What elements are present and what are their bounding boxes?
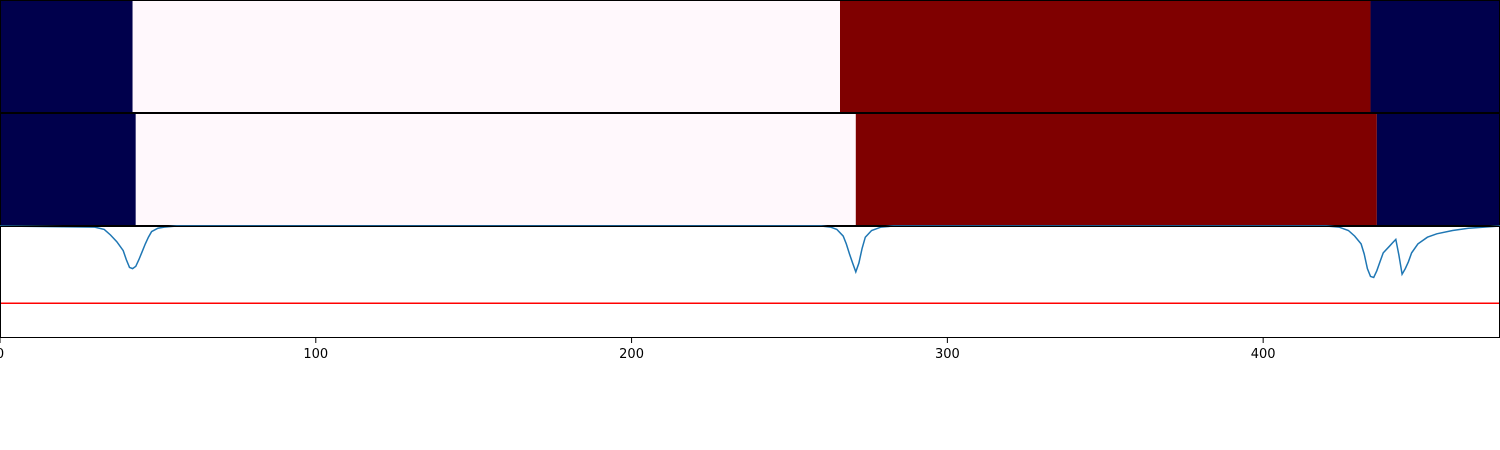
x-tick-label: 400: [1251, 347, 1276, 362]
heatmap-segment: [1376, 113, 1500, 226]
heatmap-segment: [135, 113, 856, 226]
heatmap-segment: [132, 0, 840, 113]
heatmap-panel-middle: [0, 113, 1500, 226]
heatmap-segment: [855, 113, 1377, 226]
x-tick-label: 200: [619, 347, 644, 362]
x-tick-label: 100: [303, 347, 328, 362]
heatmap-panel-top: [0, 0, 1500, 113]
heatmap-segment: [840, 0, 1371, 113]
x-tick-label: 0: [0, 347, 4, 362]
x-axis: 0 100 200 300 400: [0, 338, 1276, 362]
x-tick-label: 300: [935, 347, 960, 362]
heatmap-segment: [0, 113, 136, 226]
heatmap-segment: [1370, 0, 1500, 113]
series-line-blue: [0, 225, 1500, 279]
panel-frame: [0, 226, 1500, 338]
line-panel: [0, 225, 1500, 338]
heatmap-segment: [0, 0, 133, 113]
